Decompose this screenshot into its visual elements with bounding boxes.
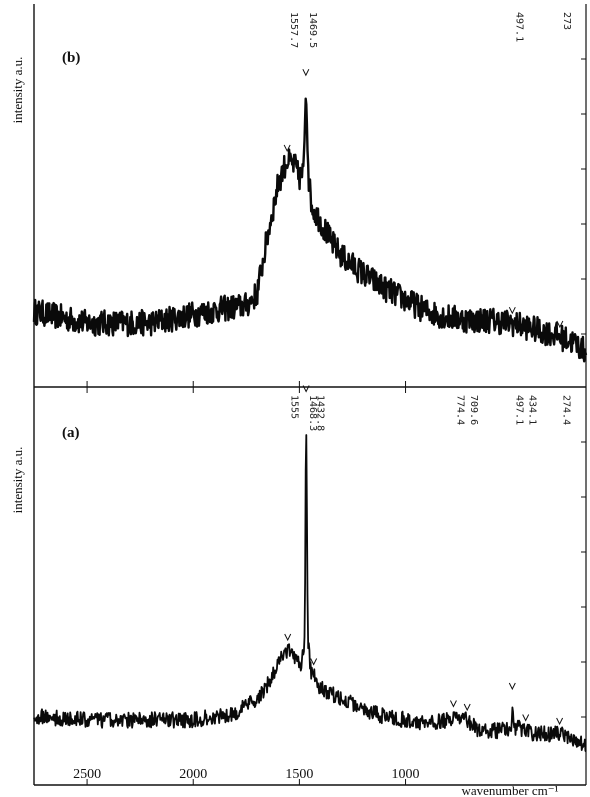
x-tick-label: 1000 [392,767,420,782]
peak-arrow [310,658,318,666]
y-axis-label: intensity a.u. [10,447,25,514]
peak-arrow [522,714,530,722]
peak-label: 1468.3 [307,395,318,431]
peak-label: 709.6 [468,395,479,425]
peak-arrow [302,385,310,393]
peak-label: 1432.8 [315,395,326,431]
peak-arrow [556,320,564,329]
peak-arrow [283,144,291,153]
peak-label: 274.4 [561,395,572,425]
peak-label: 497.1 [513,12,524,42]
x-tick-label: 2500 [73,767,101,782]
peak-arrow [463,703,471,712]
peak-arrow [284,633,292,642]
spectrum-line [33,434,587,753]
spectrum-line [32,97,588,363]
x-tick-label: 1500 [285,767,313,782]
peak-arrow [302,68,310,77]
peak-arrow [556,717,564,726]
peak-label: 1555 [289,395,300,419]
panel-b: 1557.7 1469.5 497.1 273 (b) intensity a.u. [10,12,588,393]
peak-arrow [449,700,457,708]
panel-label: (b) [62,50,80,66]
peak-label: 774.4 [454,395,465,425]
peak-label: 1557.7 [288,12,299,48]
y-axis-label: intensity a.u. [10,57,25,124]
x-axis-label: wavenumber cm⁻¹ [461,783,558,797]
peak-label: 497.1 [513,395,524,425]
peak-arrow [508,306,516,315]
peak-arrow [508,682,516,691]
peak-label: 434.1 [527,395,538,425]
panel-label: (a) [62,425,80,441]
peak-label: 273 [561,12,572,30]
peak-label: 1469.5 [307,12,318,48]
x-tick-label: 2000 [179,767,207,782]
